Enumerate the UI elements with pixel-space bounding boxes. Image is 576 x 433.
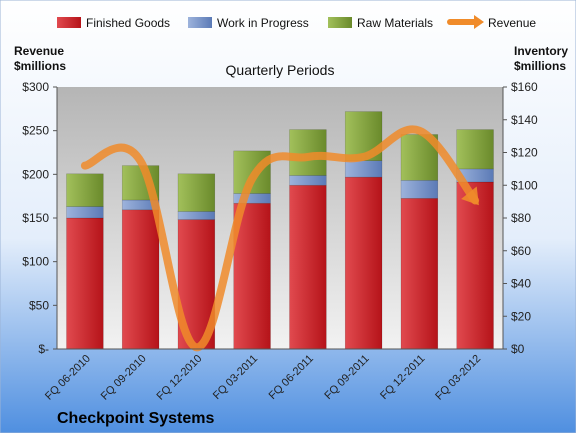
right-tick-label: $120 bbox=[511, 146, 538, 160]
bar-work-in-progress bbox=[400, 180, 439, 199]
legend-label-finished-goods: Finished Goods bbox=[86, 16, 170, 30]
company-name: Checkpoint Systems bbox=[57, 410, 214, 427]
legend-label-work-in-progress: Work in Progress bbox=[217, 16, 309, 30]
left-tick-label: $- bbox=[38, 342, 49, 356]
left-tick-label: $250 bbox=[22, 124, 49, 138]
bar-finished-goods bbox=[400, 198, 439, 350]
right-tick-label: $160 bbox=[511, 80, 538, 94]
left-tick-label: $50 bbox=[29, 298, 49, 312]
legend: Finished Goods Work in Progress Raw Mate… bbox=[57, 15, 536, 30]
right-tick-label: $140 bbox=[511, 113, 538, 127]
legend-swatch-revenue-arrow bbox=[474, 15, 484, 29]
right-tick-label: $40 bbox=[511, 277, 531, 291]
right-tick-label: $20 bbox=[511, 309, 531, 323]
bar-work-in-progress bbox=[66, 206, 104, 219]
left-tick-label: $150 bbox=[22, 211, 49, 225]
bar-raw-materials bbox=[456, 129, 494, 170]
left-axis-title-line1: Revenue bbox=[14, 44, 64, 58]
bar-finished-goods bbox=[121, 209, 160, 350]
legend-label-raw-materials: Raw Materials bbox=[357, 16, 433, 30]
right-axis-title-line2: $millions bbox=[514, 59, 566, 73]
bar-finished-goods bbox=[456, 181, 494, 350]
legend-swatch-raw-materials bbox=[328, 17, 352, 28]
left-tick-label: $100 bbox=[22, 255, 49, 269]
bar-finished-goods bbox=[344, 176, 383, 350]
right-tick-label: $0 bbox=[511, 342, 525, 356]
chart-subtitle: Quarterly Periods bbox=[226, 62, 335, 78]
right-axis-title-line1: Inventory bbox=[514, 44, 568, 58]
right-tick-label: $100 bbox=[511, 178, 538, 192]
bar-work-in-progress bbox=[344, 160, 383, 178]
bar-raw-materials bbox=[66, 173, 104, 207]
revenue-line bbox=[80, 125, 480, 352]
bar-finished-goods bbox=[289, 185, 327, 350]
right-tick-label: $80 bbox=[511, 211, 531, 225]
bar-work-in-progress bbox=[289, 175, 327, 186]
revenue-line-layer bbox=[80, 125, 480, 352]
left-tick-label: $200 bbox=[22, 167, 49, 181]
left-axis-title-line2: $millions bbox=[14, 59, 66, 73]
bar-raw-materials bbox=[177, 173, 216, 212]
right-tick-label: $60 bbox=[511, 244, 531, 258]
legend-label-revenue: Revenue bbox=[488, 16, 536, 30]
revenue-line-arrowhead bbox=[461, 186, 479, 206]
bar-finished-goods bbox=[66, 217, 104, 350]
bar-work-in-progress bbox=[177, 211, 216, 220]
left-tick-label: $300 bbox=[22, 80, 49, 94]
legend-swatch-finished-goods bbox=[57, 17, 81, 28]
legend-swatch-work-in-progress bbox=[188, 17, 212, 28]
